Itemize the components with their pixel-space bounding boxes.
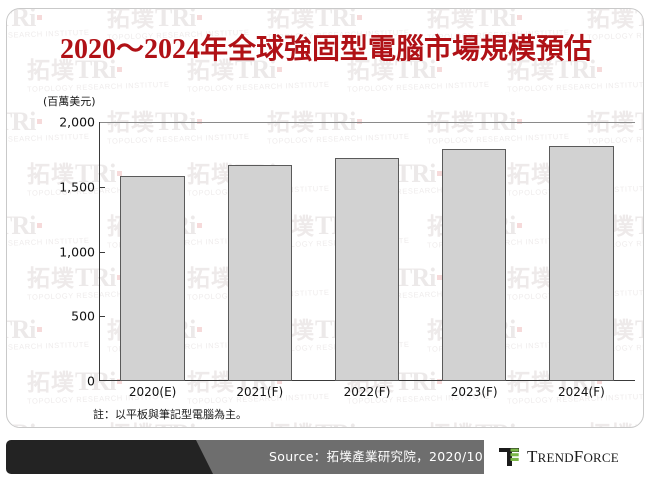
- logo-orce: ORCE: [583, 450, 619, 465]
- x-axis-labels: 2020(E) 2021(F) 2022(F) 2023(F) 2024(F): [99, 385, 635, 405]
- bar-2022f: [334, 157, 400, 381]
- footer-source-label: Source：拓墣產業研究院，2020/10: [269, 449, 483, 464]
- logo-t: T: [527, 447, 538, 466]
- x-axis-label: 2023(F): [450, 385, 498, 399]
- logo-rend: REND: [537, 450, 574, 465]
- bar-slot: [442, 122, 507, 381]
- y-axis-unit-label: (百萬美元): [43, 95, 96, 108]
- bar-2023f: [442, 149, 507, 381]
- logo-f: F: [573, 447, 584, 466]
- y-axis-tick-label: 1,000: [59, 244, 95, 259]
- bar-slot: [549, 122, 614, 381]
- page-title: 2020～2024年全球強固型電腦市場規模預估: [59, 34, 592, 65]
- y-axis-tick-mark: [99, 186, 105, 188]
- bar-2021f: [227, 165, 292, 381]
- bar-2024f: [549, 145, 614, 381]
- chart-footnote: 註：以平板與筆記型電腦為主。: [93, 408, 247, 421]
- y-axis-tick-label: 2,000: [59, 114, 95, 130]
- x-axis-label: 2021(F): [236, 385, 284, 399]
- y-axis-tick-label: 1,500: [59, 179, 95, 195]
- footer-copyright-band: [6, 440, 213, 474]
- y-axis-tick-label: 0: [87, 373, 95, 389]
- trendforce-mark-icon: [498, 446, 520, 468]
- trendforce-logo: TRENDFORCE: [484, 440, 644, 474]
- bar-2020e: [120, 176, 185, 381]
- bar-slot: [227, 122, 292, 381]
- bar-chart: (百萬美元) 0 500 1,000 1,500 2,000 2020(E) 2021(F…: [7, 9, 643, 427]
- y-axis-tick-label: 500: [71, 308, 95, 324]
- footer-bar: 版權所有‧翻印必究 Source：拓墣產業研究院，2020/10 TRENDFO…: [6, 440, 644, 474]
- bar-series: [99, 122, 635, 381]
- y-axis-tick-mark: [99, 251, 105, 253]
- bar-slot: [120, 122, 185, 381]
- x-axis-label: 2020(E): [128, 385, 177, 399]
- bar-slot: [334, 122, 400, 381]
- y-axis-tick-mark: [99, 316, 105, 318]
- plot-top-border: [99, 122, 635, 123]
- x-axis-label: 2022(F): [343, 385, 391, 399]
- x-axis-label: 2024(F): [557, 385, 605, 399]
- trendforce-wordmark: TRENDFORCE: [527, 447, 619, 467]
